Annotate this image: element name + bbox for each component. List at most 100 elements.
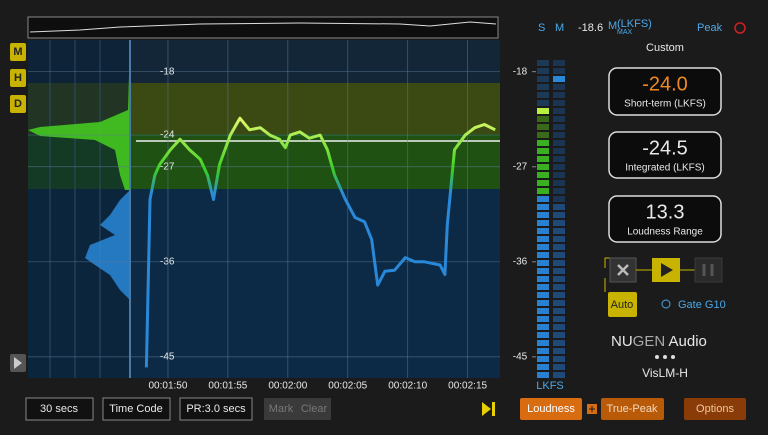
meter-segment: [537, 316, 549, 322]
histogram-panel: [28, 40, 130, 378]
timecode-label: Time Code: [109, 403, 162, 415]
meter-segment: [537, 108, 549, 114]
meter-segment: [553, 260, 565, 266]
loudness-button[interactable]: [520, 398, 582, 420]
max-value: -18.6: [578, 22, 603, 34]
pause-button[interactable]: [694, 257, 723, 283]
meter-segment: [553, 348, 565, 354]
window-label: 30 secs: [40, 403, 78, 415]
meter-label: S: [538, 22, 545, 34]
side-button-label: D: [14, 98, 22, 110]
meter-segment: [553, 60, 565, 66]
meter-scale-label: -45: [513, 352, 528, 363]
side-button[interactable]: [10, 69, 26, 87]
meter-segment: [553, 132, 565, 138]
stop-icon: [617, 264, 629, 276]
preset[interactable]: Custom: [646, 42, 684, 54]
true-peak-button[interactable]: [601, 398, 664, 420]
meter-segment: [537, 84, 549, 90]
meter-segment: [537, 292, 549, 298]
meter-segment: [537, 324, 549, 330]
x-tick-label: 00:02:15: [448, 381, 487, 392]
readout-box: [608, 195, 722, 243]
meter-segment: [553, 140, 565, 146]
meter-segment: [553, 316, 565, 322]
meter-segment: [553, 180, 565, 186]
meter-segment: [553, 300, 565, 306]
short-term-value: -24.0: [642, 73, 688, 95]
gate-indicator[interactable]: [661, 299, 671, 309]
brand-dots: [655, 355, 675, 359]
pr-label: PR:3.0 secs: [186, 403, 246, 415]
range-label: Loudness Range: [627, 227, 703, 238]
meter-segment: [553, 228, 565, 234]
meter-segment: [537, 124, 549, 130]
meter-segment: [537, 348, 549, 354]
meter-segment: [537, 372, 549, 378]
window-button[interactable]: [25, 397, 94, 421]
meter-segment: [553, 364, 565, 370]
meter-segment: [553, 220, 565, 226]
brand-nu: NUGEN Audio: [611, 333, 707, 350]
meter-segment: [553, 196, 565, 202]
meter-label: M: [555, 22, 564, 34]
options-label: Options: [696, 403, 734, 415]
meter-segment: [553, 284, 565, 290]
pause-icon: [702, 264, 714, 276]
meter-segment: [553, 100, 565, 106]
clear-label: Clear: [301, 403, 328, 415]
meter-segment: [537, 332, 549, 338]
meter-segment: [537, 172, 549, 178]
brand-gen: GEN: [633, 333, 666, 350]
x-tick-label: 00:01:50: [148, 381, 187, 392]
gate-label: Gate G10: [678, 299, 726, 311]
meter-segment: [553, 204, 565, 210]
mark-clear-button[interactable]: [264, 398, 331, 420]
meter-segment: [553, 276, 565, 282]
meter-segment: [537, 148, 549, 154]
meter-segment: [537, 100, 549, 106]
options-button[interactable]: [684, 398, 746, 420]
meter-segment: [553, 332, 565, 338]
x-tick-label: 00:01:55: [208, 381, 247, 392]
max-m: M: [608, 20, 617, 32]
meter-segment: [553, 172, 565, 178]
meter-scale-label: -27: [513, 161, 528, 172]
brand-audio: Audio: [669, 333, 707, 350]
meter-segment: [553, 212, 565, 218]
side-button[interactable]: [10, 95, 26, 113]
meter-scale-label: -36: [513, 256, 528, 267]
meter-segment: [537, 156, 549, 162]
meter-segment: [553, 292, 565, 298]
range-value: 13.3: [646, 201, 685, 223]
meter-unit: LKFS: [536, 380, 564, 392]
meter-segment: [553, 108, 565, 114]
y-tick-label: -24: [160, 130, 175, 141]
meter-segment: [537, 236, 549, 242]
true-peak-label: True-Peak: [607, 403, 658, 415]
jump-end[interactable]: [482, 402, 495, 416]
meter-segment: [537, 300, 549, 306]
loudness-label: Loudness: [527, 403, 575, 415]
side-button[interactable]: [10, 43, 26, 61]
meter-segment: [553, 148, 565, 154]
pr-button[interactable]: [179, 397, 253, 421]
meter-segment: [553, 124, 565, 130]
x-tick-label: 00:02:10: [388, 381, 427, 392]
meter-segment: [537, 196, 549, 202]
brand-nu: NU: [611, 333, 633, 350]
meter-segment: [537, 76, 549, 82]
auto-button[interactable]: [608, 292, 637, 317]
meter-segment: [537, 116, 549, 122]
peak-indicator[interactable]: [734, 22, 746, 34]
meter-segment: [537, 92, 549, 98]
histogram-blue: [85, 190, 130, 300]
meter-segment: [537, 244, 549, 250]
meter-segment: [553, 268, 565, 274]
scroll-icon: [14, 357, 22, 369]
timecode-button[interactable]: [102, 397, 171, 421]
meter-segment: [553, 308, 565, 314]
meter-segment: [553, 340, 565, 346]
meter-segment: [537, 68, 549, 74]
